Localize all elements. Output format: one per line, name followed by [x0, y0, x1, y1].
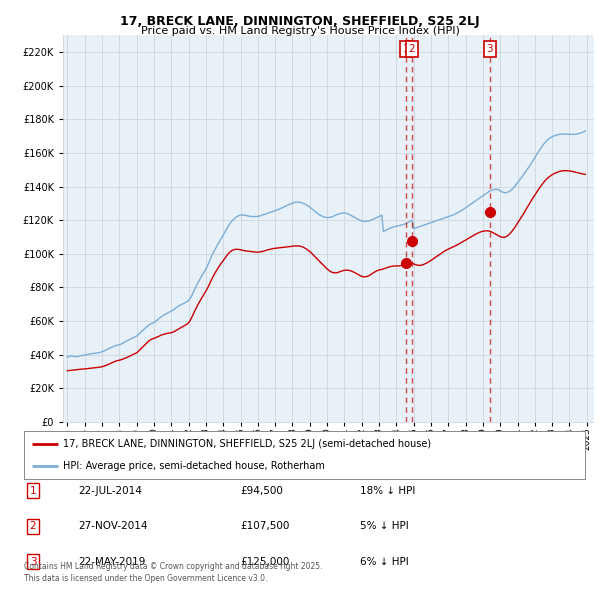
Text: Contains HM Land Registry data © Crown copyright and database right 2025.
This d: Contains HM Land Registry data © Crown c… — [24, 562, 323, 583]
Text: 22-JUL-2014: 22-JUL-2014 — [78, 486, 142, 496]
Text: £125,000: £125,000 — [240, 557, 289, 566]
Text: 17, BRECK LANE, DINNINGTON, SHEFFIELD, S25 2LJ (semi-detached house): 17, BRECK LANE, DINNINGTON, SHEFFIELD, S… — [63, 439, 431, 449]
Text: 27-NOV-2014: 27-NOV-2014 — [78, 522, 148, 531]
Text: 2: 2 — [409, 44, 415, 54]
Text: £94,500: £94,500 — [240, 486, 283, 496]
Text: 17, BRECK LANE, DINNINGTON, SHEFFIELD, S25 2LJ: 17, BRECK LANE, DINNINGTON, SHEFFIELD, S… — [120, 15, 480, 28]
Text: 22-MAY-2019: 22-MAY-2019 — [78, 557, 145, 566]
Text: 1: 1 — [403, 44, 409, 54]
Text: 3: 3 — [29, 557, 37, 566]
Text: 6% ↓ HPI: 6% ↓ HPI — [360, 557, 409, 566]
Text: £107,500: £107,500 — [240, 522, 289, 531]
Text: 18% ↓ HPI: 18% ↓ HPI — [360, 486, 415, 496]
Text: HPI: Average price, semi-detached house, Rotherham: HPI: Average price, semi-detached house,… — [63, 461, 325, 471]
Text: 3: 3 — [486, 44, 493, 54]
Text: 2: 2 — [29, 522, 37, 531]
Text: 1: 1 — [29, 486, 37, 496]
Text: Price paid vs. HM Land Registry's House Price Index (HPI): Price paid vs. HM Land Registry's House … — [140, 26, 460, 36]
Text: 5% ↓ HPI: 5% ↓ HPI — [360, 522, 409, 531]
